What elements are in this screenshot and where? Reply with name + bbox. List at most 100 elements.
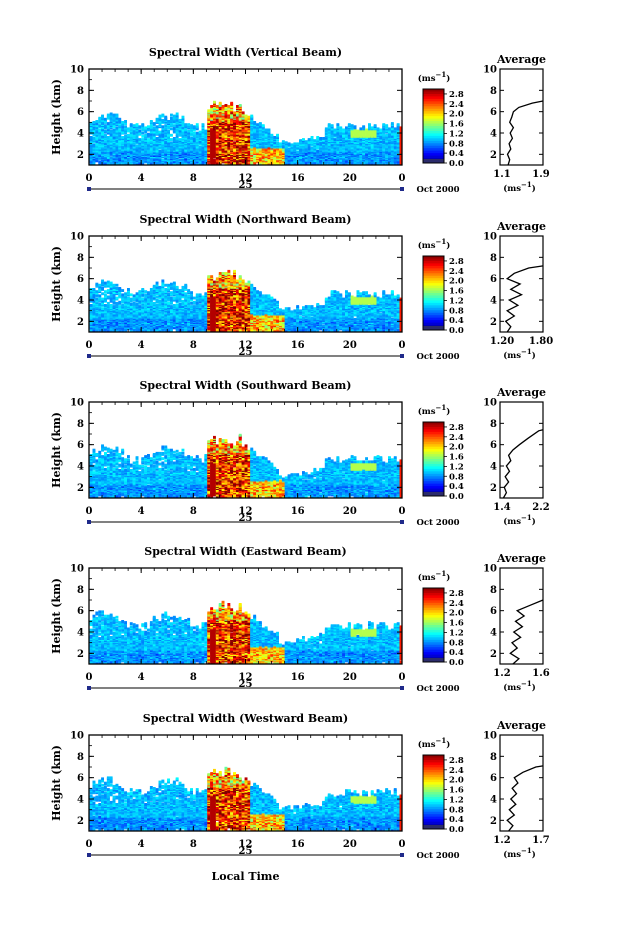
heatmap-cell [192, 137, 196, 140]
heatmap-cell [92, 124, 96, 128]
heatmap-cell [244, 138, 248, 141]
heatmap-cell [201, 137, 205, 140]
heatmap-cell [138, 305, 142, 308]
heatmap-cell [170, 291, 173, 295]
heatmap-cell [333, 128, 337, 132]
colorbar-segment [423, 108, 444, 112]
x-tick-label: 16 [291, 173, 305, 184]
colorbar-segment [423, 133, 444, 137]
heatmap-cell [279, 142, 282, 146]
heatmap-cell [270, 137, 274, 140]
heatmap-cell [109, 116, 113, 120]
heatmap-cell [167, 136, 170, 139]
heatmap-cell [207, 141, 211, 145]
heatmap-cell [178, 118, 182, 122]
heatmap-cell [135, 136, 139, 139]
colorbar-segment [423, 111, 444, 115]
colorbar-segment [423, 106, 444, 110]
heatmap-cell [152, 146, 156, 150]
heatmap-cell [198, 145, 202, 149]
heatmap-cell [221, 144, 225, 148]
heatmap-cell [129, 128, 133, 132]
heatmap-cell [155, 137, 159, 140]
heatmap-cell [109, 156, 113, 160]
heatmap-cell [135, 132, 139, 136]
heatmap-cell [299, 139, 302, 143]
colorbar-segment [423, 128, 444, 132]
heatmap-cell [181, 134, 185, 138]
average-y-tick-label: 8 [490, 86, 497, 97]
heatmap-cell [172, 155, 176, 159]
heatmap-cell [236, 120, 239, 123]
heatmap-cell [112, 113, 116, 117]
heatmap-cell [181, 115, 185, 119]
heatmap-cell [330, 124, 334, 128]
heatmap-cell [121, 127, 125, 131]
heatmap-cell [161, 125, 165, 129]
heatmap-cell [149, 134, 153, 138]
heatmap-cell [181, 117, 185, 121]
heatmap-cell [221, 139, 225, 143]
heatmap-cell [195, 147, 199, 151]
heatmap-cell [215, 146, 219, 150]
heatmap-cell [101, 146, 104, 150]
heatmap-cell [172, 124, 176, 128]
heatmap-cell [118, 155, 122, 159]
heatmap-cell [175, 137, 179, 140]
heatmap-cell [230, 118, 234, 122]
heatmap-cell [104, 293, 107, 297]
heatmap-cell [192, 134, 196, 138]
heatmap-cell [101, 279, 104, 283]
heatmap-cell [95, 126, 99, 130]
heatmap-cell [167, 301, 170, 305]
heatmap-cell [187, 123, 191, 127]
heatmap-cell [104, 290, 107, 294]
colorbar-segment [423, 121, 444, 124]
heatmap-cell [170, 116, 173, 120]
heatmap-cell [276, 141, 279, 145]
heatmap-cell [170, 141, 173, 145]
heatmap-cell [138, 129, 142, 133]
heatmap-cell [290, 143, 294, 147]
heatmap-cell [144, 126, 148, 130]
heatmap-cell [170, 118, 173, 122]
heatmap-cell [336, 123, 340, 127]
heatmap-cell [141, 288, 145, 291]
heatmap-cell [382, 123, 386, 127]
heatmap-cell [167, 126, 170, 130]
heatmap-cell [213, 100, 216, 104]
heatmap-cell [89, 148, 93, 152]
average-x-tick-label: 1.9 [532, 169, 549, 180]
heatmap-cell [152, 122, 156, 125]
heatmap-cell [304, 140, 308, 144]
heatmap-cell [106, 136, 110, 139]
heatmap-cell [167, 283, 170, 287]
heatmap-cell [253, 149, 257, 153]
heatmap-cell [155, 295, 159, 299]
heatmap-cell [373, 124, 377, 128]
heatmap-cell [365, 128, 368, 132]
heatmap-cell [121, 125, 125, 129]
heatmap-cell [118, 157, 122, 161]
heatmap-cell [95, 153, 99, 156]
heatmap-cell [135, 144, 139, 148]
heatmap-cell [172, 114, 176, 118]
heatmap-cell [347, 123, 351, 127]
colorbar-segment [423, 138, 444, 142]
heatmap-cell [95, 282, 99, 286]
heatmap-cell [164, 283, 168, 287]
heatmap-cell [184, 292, 188, 296]
heatmap-cell [118, 127, 122, 131]
heatmap-cell [118, 287, 122, 290]
heatmap-cell [161, 134, 165, 138]
heatmap-cell [227, 109, 231, 113]
heatmap-cell [256, 126, 259, 130]
heatmap-cell [201, 123, 205, 127]
heatmap-cell [158, 138, 162, 141]
colorbar-segment [423, 116, 444, 119]
heatmap-cell [149, 157, 153, 161]
heatmap-cell [233, 141, 236, 145]
heatmap-cell [115, 131, 119, 135]
heatmap-cell [261, 124, 265, 128]
colorbar-segment [423, 150, 444, 154]
